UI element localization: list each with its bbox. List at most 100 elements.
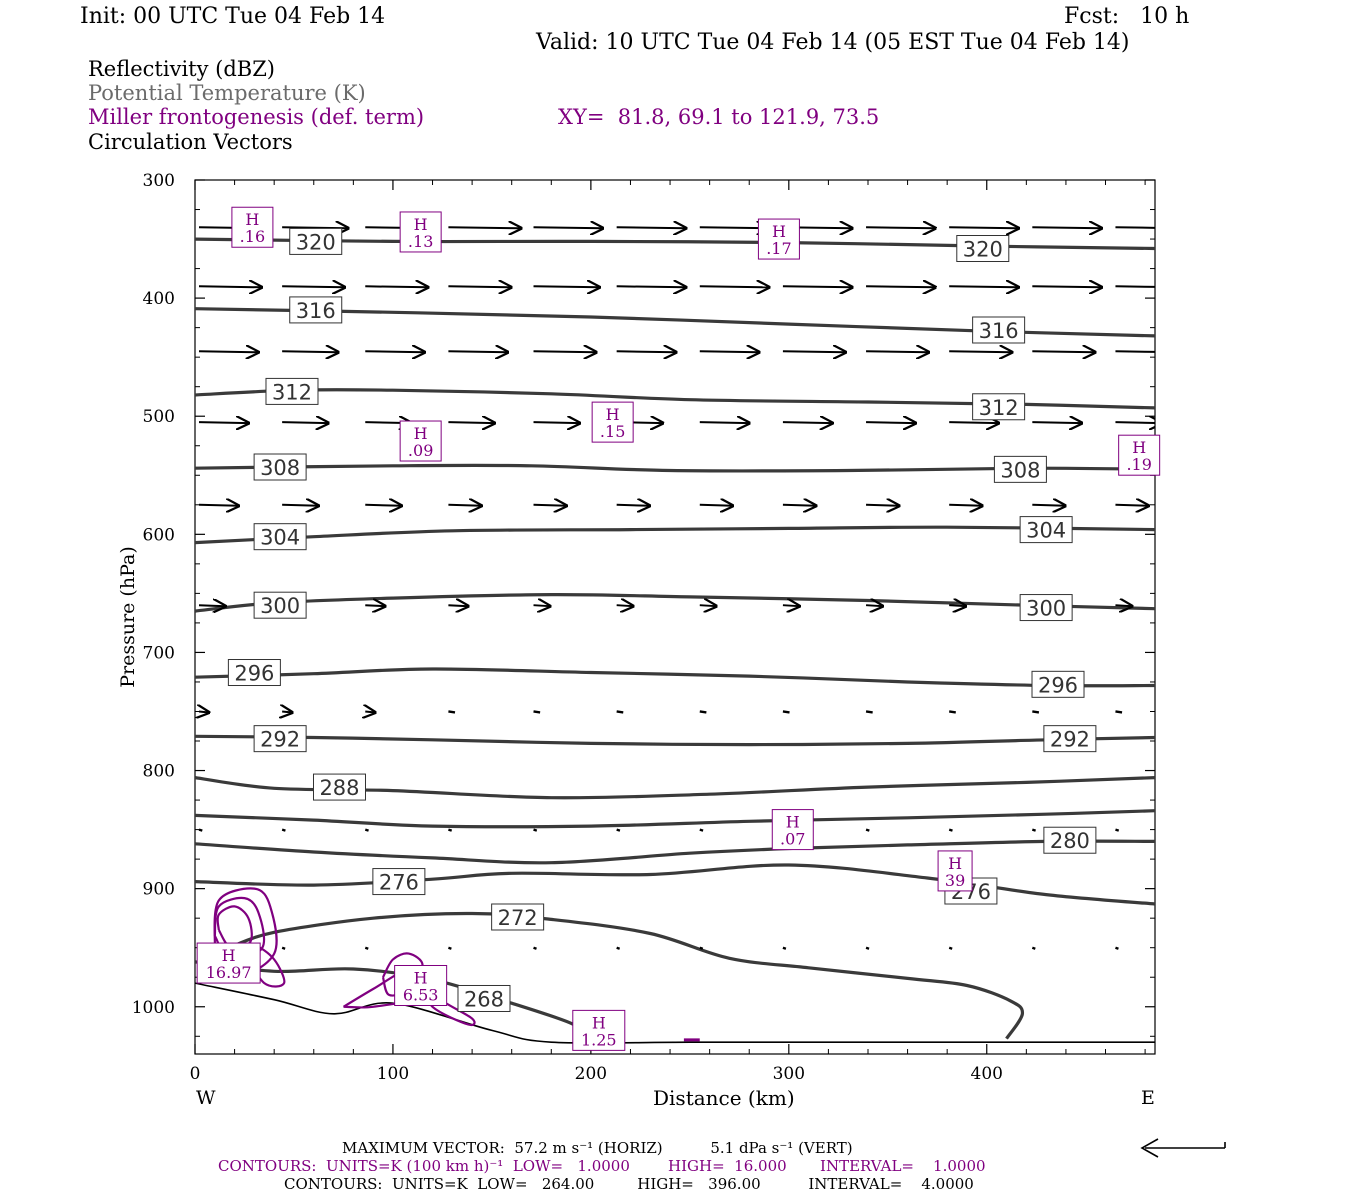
isentrope-label: 312 <box>272 380 312 404</box>
circulation-vector <box>782 286 852 287</box>
frontogenesis-max-value: 6.53 <box>403 985 439 1004</box>
circulation-vector <box>198 505 239 506</box>
circulation-vector <box>866 351 929 352</box>
frontogenesis-max-value: 1.25 <box>581 1030 617 1049</box>
circulation-vector <box>1032 505 1065 506</box>
isentrope-label-box <box>1043 826 1097 854</box>
circulation-vector <box>1115 505 1148 506</box>
isentrope-label-box <box>253 725 307 753</box>
isentrope-label-box <box>491 903 545 931</box>
circulation-vector <box>865 605 883 606</box>
circulation-vector <box>699 227 769 228</box>
circulation-vector <box>364 946 369 950</box>
circulation-vector <box>616 605 634 606</box>
circulation-vector <box>282 351 338 352</box>
circulation-vector <box>949 505 982 506</box>
circulation-vector <box>365 286 428 287</box>
frontogenesis-max-symbol: H <box>414 424 428 443</box>
circulation-vector <box>1031 946 1036 950</box>
circulation-vector <box>365 605 385 606</box>
isentrope-label-box <box>289 227 343 255</box>
circulation-vector <box>616 227 686 228</box>
y-tick-label: 600 <box>143 525 175 545</box>
isentrope-label-box <box>289 296 343 324</box>
plot-frame <box>194 179 1156 1055</box>
y-tick-label: 400 <box>143 289 175 309</box>
circulation-vector <box>199 711 209 712</box>
isentrope-label: 308 <box>1000 458 1040 482</box>
isentrope-284 <box>195 809 1155 829</box>
circulation-vector <box>1032 351 1095 352</box>
frontogenesis-max-value: .16 <box>240 227 265 246</box>
x-tick-label: 200 <box>575 1064 607 1084</box>
isentrope-label: 308 <box>260 456 300 480</box>
frontogenesis-max-box <box>196 942 261 984</box>
isentrope-label-box <box>1043 725 1097 753</box>
isentrope-276 <box>195 863 1155 906</box>
legend-frontogenesis: Miller frontogenesis (def. term) <box>88 105 425 129</box>
frontogenesis-max-value: .07 <box>780 830 805 849</box>
circulation-vector <box>448 828 453 832</box>
init-time: Init: 00 UTC Tue 04 Feb 14 <box>80 4 386 29</box>
circulation-vector <box>533 422 580 423</box>
isentrope-label: 304 <box>1026 519 1066 543</box>
circulation-vector <box>282 711 292 712</box>
frontogenesis-max-symbol: H <box>414 968 428 987</box>
circulation-vector <box>866 286 935 287</box>
circulation-vector <box>533 505 567 506</box>
circulation-vector <box>533 946 537 950</box>
isentrope-labels: 320 320 316 316 312 312 308 308 304 304 300 300 296 2… <box>227 227 1097 1012</box>
circulation-vector <box>866 422 916 423</box>
circulation-vector <box>782 605 800 606</box>
circulation-vector <box>533 227 603 228</box>
frontogenesis-max-box <box>1118 434 1161 476</box>
circulation-vector <box>533 605 551 606</box>
circulation-vector <box>782 351 846 352</box>
x-tick-label: 0 <box>190 1064 201 1084</box>
isentropes <box>195 237 1155 1044</box>
frontogenesis-max-symbol: H <box>222 946 236 965</box>
circulation-vector <box>782 505 816 506</box>
frontogenesis-max-box <box>399 211 442 253</box>
circulation-vector <box>448 946 452 950</box>
frontogenesis-max-box <box>399 420 442 462</box>
circulation-vector <box>448 710 456 714</box>
isentrope-280 <box>195 839 1155 865</box>
circulation-vector <box>699 710 707 714</box>
x-tick-label: 300 <box>773 1064 805 1084</box>
y-axis-title: Pressure (hPa) <box>117 546 139 688</box>
isentrope-label: 316 <box>979 319 1019 343</box>
circulation-vector <box>282 422 328 423</box>
isentrope-300 <box>195 592 1155 613</box>
isentrope-label: 272 <box>498 906 538 930</box>
circulation-vector <box>1115 710 1123 714</box>
reference-vector <box>1140 1138 1226 1158</box>
circulation-vector <box>448 351 507 352</box>
frontogenesis-max-symbol: H <box>592 1013 606 1032</box>
isentrope-label: 316 <box>296 299 336 323</box>
circulation-vector <box>865 710 873 714</box>
frontogenesis-max-symbol: H <box>606 405 620 424</box>
frontogenesis-max-symbol: H <box>786 813 800 832</box>
circulation-vector <box>1115 350 1155 353</box>
circulation-vector <box>1115 285 1155 288</box>
circulation-vector <box>1032 286 1101 287</box>
frontogenesis-max-box <box>231 206 274 248</box>
theta-contour-info: CONTOURS: UNITS=K LOW= 264.00 HIGH= 396.… <box>284 1175 974 1193</box>
isentrope-label-box <box>1031 670 1085 698</box>
frontogenesis-max-value: 16.97 <box>206 963 252 982</box>
circulation-vector <box>365 351 424 352</box>
y-tick-label: 700 <box>143 643 175 663</box>
frontogenesis-max-symbol: H <box>414 215 428 234</box>
circulation-vector <box>782 422 833 423</box>
frontogenesis-max-symbol: H <box>245 210 259 229</box>
legend-vectors: Circulation Vectors <box>88 130 293 154</box>
circulation-vector <box>1115 422 1155 423</box>
circulation-vector <box>448 505 481 506</box>
circulation-vector <box>1032 227 1101 228</box>
x-axis-title: Distance (km) <box>653 1086 795 1110</box>
isentrope-label: 288 <box>319 776 359 800</box>
valid-time: Valid: 10 UTC Tue 04 Feb 14 (05 EST Tue … <box>536 30 1130 55</box>
isentrope-label: 296 <box>234 662 274 686</box>
isentrope-label: 276 <box>379 871 419 895</box>
